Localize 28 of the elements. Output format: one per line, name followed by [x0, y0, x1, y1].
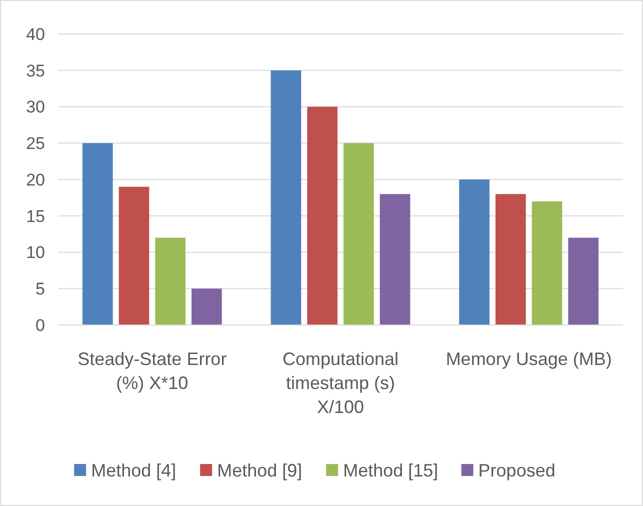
legend-label: Proposed	[478, 460, 556, 480]
y-tick-label: 5	[36, 280, 45, 299]
bar	[495, 194, 526, 325]
bar	[532, 201, 562, 325]
y-tick-label: 30	[26, 98, 45, 117]
bar	[192, 288, 222, 325]
bar	[155, 238, 186, 325]
legend-label: Method [4]	[91, 460, 176, 480]
bar	[380, 194, 410, 325]
legend-label: Method [15]	[343, 460, 438, 480]
y-tick-label: 35	[26, 61, 45, 80]
y-tick-label: 10	[26, 243, 45, 262]
bar	[270, 70, 302, 325]
y-tick-label: 40	[26, 24, 45, 44]
y-tick-label: 0	[36, 316, 45, 335]
x-tick-label: Computational timestamp (s) X/100	[282, 349, 399, 417]
bar	[344, 143, 374, 325]
y-tick-label: 25	[26, 134, 45, 154]
bar	[82, 143, 113, 325]
bar	[118, 186, 150, 325]
bar	[459, 180, 490, 325]
x-tick-label: Steady-State Error (%) X*10	[78, 349, 227, 393]
bar	[568, 238, 599, 325]
x-tick-label: Memory Usage (MB)	[446, 349, 612, 369]
y-tick-label: 15	[26, 206, 45, 226]
y-tick-label: 20	[26, 170, 45, 190]
bar	[307, 106, 338, 325]
legend-label: Method [9]	[217, 460, 302, 480]
